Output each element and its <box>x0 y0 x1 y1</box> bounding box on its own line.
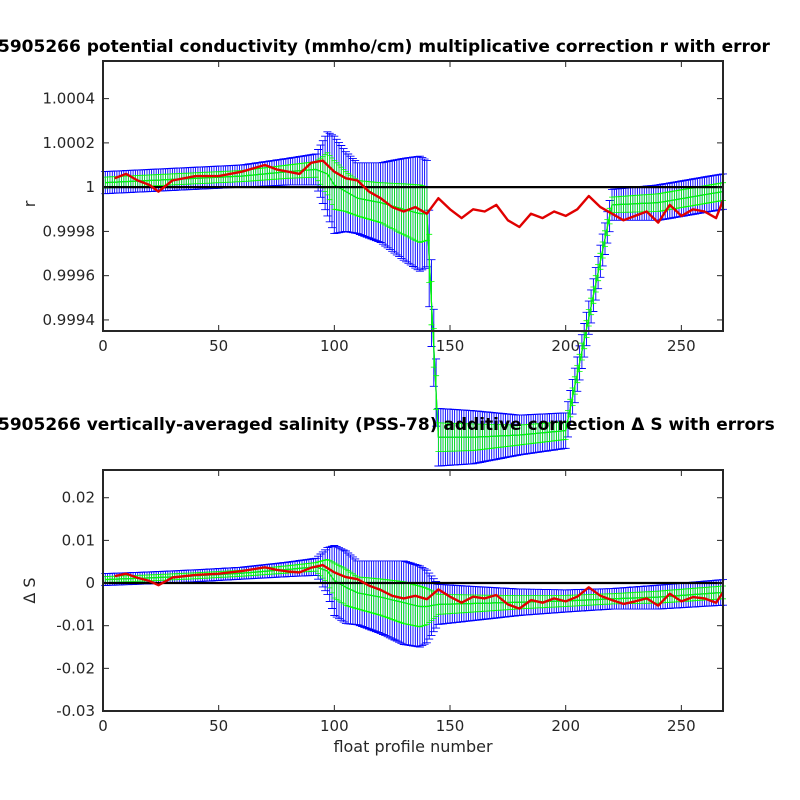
axes: 0 50 100 150 200 250 0.9994 0.9996 0.9998 1 1.0002… <box>43 60 724 355</box>
error-bars-1x <box>102 152 726 452</box>
x-tick-label: 100 <box>320 337 349 355</box>
y-tick-label: 1.0002 <box>43 134 96 152</box>
y-tick-label: 0.9998 <box>43 222 96 240</box>
y-tick-label: -0.02 <box>56 659 95 677</box>
chart-title: 5905266 vertically-averaged salinity (PS… <box>0 415 775 435</box>
y-tick-label: -0.01 <box>56 617 95 635</box>
y-tick-label: -0.03 <box>56 702 95 720</box>
chart-panel-salinity: 0 50 100 150 200 250-0.03-0.02-0.0100.010.02 … <box>0 415 775 756</box>
x-tick-label: 150 <box>436 717 465 735</box>
y-tick-label: 0.01 <box>62 531 95 549</box>
point-estimates-group <box>114 563 724 610</box>
plot-frame <box>102 60 724 332</box>
y-tick-label: 1 <box>85 178 95 196</box>
point-estimates-line <box>114 159 725 229</box>
x-tick-label: 200 <box>551 717 580 735</box>
x-tick-label: 250 <box>667 337 696 355</box>
plot-frame <box>102 469 724 712</box>
point-estimates-group <box>114 159 725 229</box>
x-axis-label: float profile number <box>333 737 493 756</box>
x-tick-label: 100 <box>320 717 349 735</box>
chart-title: 5905266 potential conductivity (mmho/cm)… <box>0 37 771 57</box>
fit-center-line <box>105 168 724 438</box>
x-tick-label: 150 <box>436 337 465 355</box>
x-tick-label: 0 <box>98 337 108 355</box>
y-tick-label: 0 <box>85 574 95 592</box>
x-tick-label: 250 <box>667 717 696 735</box>
x-tick-label: 200 <box>551 337 580 355</box>
y-tick-label: 0.9994 <box>43 311 96 329</box>
y-tick-label: 0.02 <box>62 489 95 507</box>
x-tick-label: 0 <box>98 717 108 735</box>
error-bars-1x-sigma <box>102 152 726 452</box>
chart-panel-conductivity: 0 50 100 150 200 250 0.9994 0.9996 0.9998 1 1.0002… <box>0 37 771 467</box>
y-tick-label: 1.0004 <box>43 90 96 108</box>
x-tick-label: 50 <box>209 337 228 355</box>
y-tick-label: 0.9996 <box>43 267 96 285</box>
axes: 0 50 100 150 200 250 -0.03 -0.02 -0.01 0 0.01 0.02 <box>56 469 724 735</box>
point-estimates-line <box>114 563 724 610</box>
y-axis-label: r <box>20 200 39 207</box>
x-tick-label: 50 <box>209 717 228 735</box>
y-axis-label: Δ S <box>20 577 39 603</box>
